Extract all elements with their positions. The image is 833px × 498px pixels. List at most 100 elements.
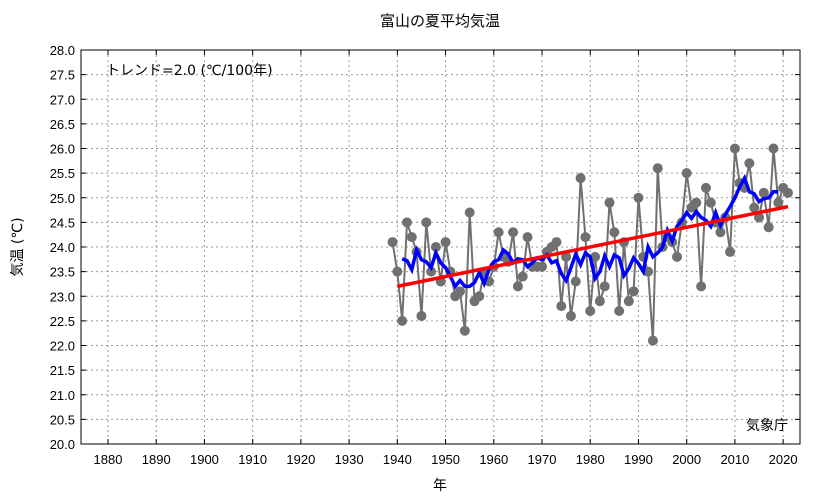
annual-point [758,187,769,198]
annual-point [705,197,716,208]
annual-point [406,232,417,243]
annual-point [609,227,620,238]
annual-point [392,266,403,277]
credit: 気象庁 [746,418,788,434]
annual-point [672,251,683,262]
annual-point [782,187,793,198]
annual-point [681,168,692,179]
annual-point [725,246,736,257]
annual-point [599,281,610,292]
annual-point [430,242,441,252]
x-tick-label: 1880 [94,452,123,467]
annual-point [623,296,634,307]
annual-point [647,335,658,346]
annual-point [749,202,760,213]
x-tick-label: 1990 [624,452,653,467]
annual-point [575,173,586,184]
y-tick-label: 25.5 [50,166,75,181]
annual-point [387,237,398,248]
x-tick-label: 1940 [383,452,412,467]
y-tick-label: 23.5 [50,265,75,280]
plot-frame [80,49,801,445]
y-tick-label: 24.0 [50,240,75,255]
y-tick-label: 20.5 [50,412,75,427]
annual-point [416,310,427,321]
annual-point [440,237,451,248]
y-tick-label: 22.5 [50,314,75,329]
annual-point [474,291,485,302]
y-tick-label: 21.5 [50,363,75,378]
trend-annotation: トレンド=2.0 (℃/100年) [106,63,273,79]
x-tick-label: 2000 [672,452,701,467]
y-tick-label: 24.5 [50,215,75,230]
annual-point [512,281,523,292]
annual-point [652,163,663,174]
annual-point [459,325,470,336]
annual-point [551,237,562,248]
annual-point [763,222,774,233]
y-tick-label: 26.5 [50,117,75,132]
annual-point [565,310,576,321]
annual-point [455,286,466,297]
x-tick-label: 1980 [576,452,605,467]
y-tick-label: 25.0 [50,191,75,206]
annual-point [696,281,707,292]
y-tick-label: 20.0 [50,437,75,452]
annual-point [401,217,412,228]
x-tick-label: 2020 [769,452,798,467]
y-tick-label: 27.0 [50,92,75,107]
x-tick-label: 1890 [142,452,171,467]
y-tick-label: 23.0 [50,289,75,304]
annual-point [561,251,572,262]
x-tick-label: 1930 [335,452,364,467]
annual-point [643,266,654,277]
x-ticks: 1880 1890 1900 1910 1920 1930 1940 1950 1960 1970… [94,452,798,467]
annual-point [604,197,615,208]
annual-point [768,143,779,154]
annual-point [700,182,711,193]
annual-point [773,197,784,208]
y-axis-label: 気温 (℃) [10,217,26,276]
chart-title: 富山の夏平均気温 [380,12,500,30]
annual-point [580,232,591,243]
annual-point [397,315,408,326]
annual-point [570,276,581,287]
x-tick-label: 1950 [431,452,460,467]
series [387,143,793,346]
annual-point [508,227,519,238]
annual-point [691,197,702,208]
x-tick-label: 1960 [479,452,508,467]
annual-point [493,227,504,238]
x-tick-label: 1970 [528,452,557,467]
annual-point [522,232,533,243]
annual-point [628,286,639,297]
annual-point [585,306,596,317]
annual-point [729,143,740,154]
trend-line [396,204,789,289]
y-tick-label: 27.5 [50,68,75,83]
x-axis-label: 年 [433,478,447,494]
moving-average-line [401,173,779,290]
annual-point [614,306,625,317]
annual-point [633,192,644,203]
annual-point [517,271,528,282]
x-tick-label: 2010 [720,452,749,467]
x-tick-label: 1920 [286,452,315,467]
annual-point [744,158,755,169]
x-tick-label: 1910 [238,452,267,467]
annual-point [421,217,432,228]
y-tick-label: 28.0 [50,43,75,58]
annual-point [556,301,567,312]
annual-point [754,212,765,223]
annual-point [464,207,475,218]
annual-point [537,261,548,272]
annual-point [715,227,726,238]
annual-point [594,296,605,307]
y-tick-label: 21.0 [50,388,75,403]
annual-point [426,266,437,277]
y-tick-label: 26.0 [50,142,75,157]
x-tick-label: 1900 [190,452,219,467]
y-ticks: 20.0 20.5 21.0 21.5 22.0 22.5 23.0 23.5 24.0 24.5… [50,43,75,452]
y-tick-label: 22.0 [50,339,75,354]
